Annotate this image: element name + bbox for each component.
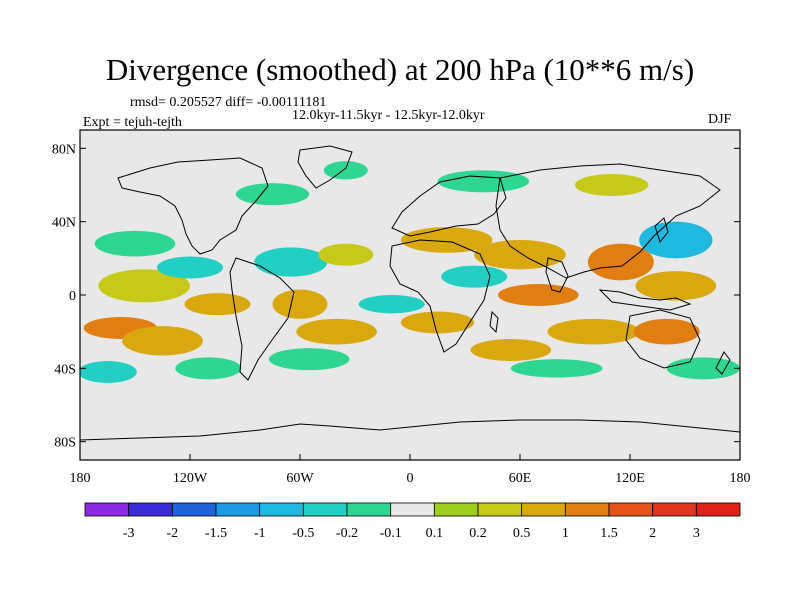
colorbar-box-2 [171, 502, 217, 517]
y-tick-label-4: 80S [54, 436, 76, 451]
anomaly-region-11 [268, 348, 350, 371]
coast-africa [389, 239, 491, 353]
anomaly-region-10 [296, 318, 377, 345]
y-tick-label-2: 0 [69, 289, 76, 304]
anomaly-region-16 [474, 240, 566, 270]
anomaly-region-29 [510, 359, 603, 378]
colorbar-box-4 [259, 502, 304, 517]
colorbar-box-5 [302, 502, 348, 517]
colorbar-label-7: 0.1 [426, 526, 444, 541]
anomaly-region-17 [497, 284, 579, 306]
colorbar-label-10: 1 [562, 526, 569, 541]
anomaly-region-9 [272, 289, 328, 319]
colorbar-label-0: -3 [123, 526, 135, 541]
colorbar-box-7 [390, 502, 435, 517]
anomaly-region-8 [254, 247, 328, 277]
anomaly-region-30 [358, 295, 425, 314]
anomaly-region-22 [587, 243, 654, 281]
y-tick-label-1: 40N [52, 216, 76, 231]
coastlines [80, 145, 740, 441]
anomaly-region-27 [437, 170, 530, 193]
anomaly-region-7 [175, 357, 242, 380]
colorbar-box-1 [128, 502, 173, 517]
colorbar-label-11: 1.5 [600, 526, 618, 541]
colorbar-label-12: 2 [649, 526, 656, 541]
anomaly-region-24 [635, 271, 717, 301]
anomaly-region-28 [575, 174, 649, 196]
colorbar-box-3 [215, 502, 261, 517]
anomaly-region-6 [80, 361, 137, 383]
x-tick-label-4: 60E [509, 471, 532, 486]
colorbar-box-14 [695, 502, 741, 517]
colorbar-box-10 [521, 502, 566, 517]
anomaly-region-0 [98, 269, 190, 303]
coast-north-america [117, 157, 269, 255]
coast-greenland [297, 145, 353, 189]
x-axis: 180 120W 60W 0 60E 120E 180 [70, 454, 751, 486]
colorbar-label-5: -0.2 [336, 526, 358, 541]
coast-indonesia [598, 289, 692, 311]
coast-japan [654, 217, 669, 244]
anomaly-region-12 [318, 243, 374, 266]
x-tick-label-3: 0 [407, 471, 414, 486]
colorbar-label-8: 0.2 [469, 526, 487, 541]
anomaly-region-3 [94, 230, 176, 257]
colorbar-label-4: -0.5 [292, 526, 314, 541]
colorbar-label-2: -1.5 [205, 526, 227, 541]
colorbar-box-9 [477, 502, 523, 517]
coast-europe [391, 175, 507, 237]
season-label: DJF [708, 112, 732, 127]
colorbar-box-6 [346, 502, 392, 517]
coast-asia [495, 163, 721, 279]
anomaly-region-4 [157, 256, 223, 279]
coast-madagascar [489, 310, 499, 334]
x-tick-label-0: 180 [70, 471, 91, 486]
colorbar-box-13 [652, 502, 697, 517]
x-tick-label-6: 180 [730, 471, 751, 486]
colorbar-box-11 [564, 502, 610, 517]
colorbar-box-12 [608, 502, 654, 517]
y-tick-label-3: 40S [54, 362, 76, 377]
experiment-label: Expt = tejuh-tejth [83, 115, 182, 130]
coast-south-america [229, 257, 295, 381]
colorbar-box-0 [84, 502, 130, 517]
chart-title: Divergence (smoothed) at 200 hPa (10**6 … [105, 52, 695, 87]
x-tick-label-5: 120E [615, 471, 645, 486]
anomaly-region-2 [122, 326, 203, 356]
anomaly-layer [80, 161, 740, 383]
y-tick-label-0: 80N [52, 142, 76, 157]
anomaly-region-25 [633, 318, 700, 345]
x-tick-label-1: 120W [173, 471, 208, 486]
anomaly-region-19 [400, 311, 475, 334]
x-tick-label-2: 60W [286, 471, 314, 486]
coast-antarctica [80, 419, 740, 441]
anomaly-region-20 [470, 339, 552, 361]
anomaly-region-14 [323, 161, 368, 180]
colorbar-label-1: -2 [166, 526, 178, 541]
coast-new-zealand [715, 351, 731, 375]
anomaly-region-5 [184, 293, 251, 316]
colorbar-label-13: 3 [693, 526, 700, 541]
y-axis: 80N 40N 0 40S 80S [52, 142, 740, 451]
anomaly-region-23 [639, 221, 713, 259]
coast-india [545, 257, 569, 293]
colorbar-box-8 [433, 502, 479, 517]
coast-australia [625, 309, 701, 369]
anomaly-region-13 [235, 183, 310, 206]
anomaly-region-21 [547, 318, 640, 345]
period-label: 12.0kyr-11.5kyr - 12.5kyr-12.0kyr [292, 108, 485, 123]
colorbar-label-6: -0.1 [380, 526, 402, 541]
colorbar-label-9: 0.5 [513, 526, 531, 541]
colorbar-label-3: -1 [254, 526, 266, 541]
colorbar: -3 -2 -1.5 -1 -0.5 -0.2 -0.1 0.1 0.2 0.5 1 1.5 2 3 [84, 502, 741, 541]
stats-label: rmsd= 0.205527 diff= -0.00111181 [130, 95, 327, 110]
anomaly-region-26 [666, 357, 740, 380]
anomaly-region-18 [441, 265, 508, 288]
